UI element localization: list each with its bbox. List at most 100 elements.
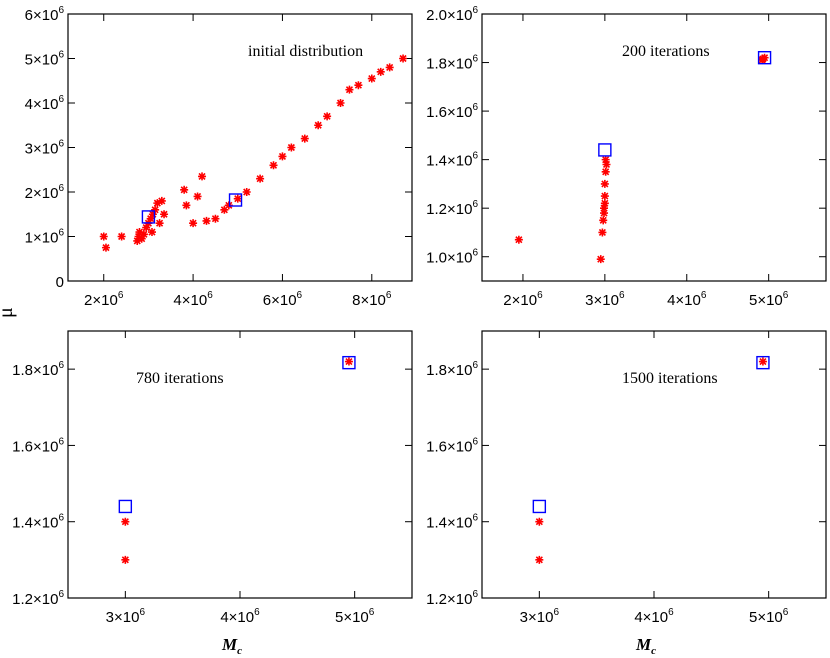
x-tick-label: 6×106 <box>263 290 303 309</box>
data-point-star <box>596 255 605 264</box>
y-tick-label: 0 <box>56 274 64 291</box>
data-point-square <box>141 210 156 224</box>
data-point-star <box>300 134 309 143</box>
data-point-star <box>535 517 544 526</box>
data-point-star <box>180 185 189 194</box>
data-point-star <box>99 232 108 241</box>
plot-frame <box>67 330 413 599</box>
x-tick-label: 4×106 <box>667 290 707 309</box>
data-point-star <box>133 236 142 245</box>
data-point-star <box>137 234 146 243</box>
data-point-star <box>142 223 151 232</box>
data-point-star <box>278 152 287 161</box>
x-tick-label: 8×106 <box>352 290 392 309</box>
y-tick-label: 1×106 <box>25 228 65 247</box>
y-tick-label: 1.2×106 <box>426 589 478 608</box>
data-point-star <box>758 54 767 63</box>
data-point-star <box>220 205 229 214</box>
data-point-square <box>342 355 356 370</box>
data-point-star <box>146 214 155 223</box>
y-tick-label: 2×106 <box>25 183 65 202</box>
data-point-star <box>242 188 251 196</box>
y-tick-label: 1.6×106 <box>426 436 478 455</box>
data-point-star <box>601 167 610 176</box>
data-point-square <box>756 355 770 370</box>
x-tick-label: 2×106 <box>84 290 124 309</box>
data-point-star <box>256 174 265 183</box>
data-point-star <box>376 67 385 76</box>
panel-annotation: 1500 iterations <box>622 370 718 387</box>
data-point-star <box>385 63 394 72</box>
data-point-star <box>345 85 354 94</box>
data-point-star <box>602 160 611 169</box>
data-point-star <box>600 209 609 218</box>
panel-annotation: initial distribution <box>248 43 363 60</box>
data-point-star <box>269 161 278 170</box>
data-point-star <box>233 194 242 203</box>
x-tick-label: 3×106 <box>520 607 560 626</box>
y-tick-label: 2.0×106 <box>426 5 478 24</box>
x-tick-label: 3×106 <box>585 290 625 309</box>
y-tick-label: 3×106 <box>25 139 65 158</box>
data-point-star <box>189 219 198 228</box>
data-point-square <box>757 50 772 65</box>
data-point-star <box>157 196 166 205</box>
data-point-star <box>336 99 345 107</box>
y-tick-label: 1.4×106 <box>426 513 478 532</box>
y-tick-label: 1.8×106 <box>426 360 478 379</box>
y-tick-label: 5×106 <box>25 50 65 69</box>
data-point-star <box>101 243 110 252</box>
data-point-star <box>367 74 376 83</box>
data-point-star <box>599 216 608 225</box>
data-point-star <box>155 219 164 228</box>
x-axis-label: Mc <box>635 635 656 657</box>
x-tick-label: 4×106 <box>173 290 213 309</box>
data-point-star <box>323 112 332 121</box>
data-point-star <box>193 192 202 201</box>
x-tick-label: 4×106 <box>634 607 674 626</box>
data-point-star <box>148 210 157 219</box>
panel-2: 2×106 3×106 4×106 5×106 1.0×106 1.2×106 1.4×10… <box>426 5 827 309</box>
data-point-star <box>224 201 233 210</box>
x-tick-label: 5×106 <box>749 607 789 626</box>
shared-y-axis-label: μ <box>0 307 17 318</box>
x-tick-label: 2×106 <box>503 290 543 309</box>
x-axis-label: Mc <box>221 635 242 657</box>
data-point-square <box>118 499 133 514</box>
x-tick-label: 5×106 <box>335 607 375 626</box>
data-point-square <box>532 499 547 514</box>
y-tick-label: 1.2×106 <box>12 589 64 608</box>
data-point-star <box>598 228 607 237</box>
y-tick-label: 1.8×106 <box>12 360 64 379</box>
data-point-star <box>600 179 609 188</box>
y-tick-label: 1.2×106 <box>426 199 478 218</box>
y-tick-label: 4×106 <box>25 94 65 113</box>
panel-4: 3×106 4×106 5×106 1.2×106 1.4×106 1.6×106 1.8×… <box>426 330 827 657</box>
data-point-star <box>139 230 148 239</box>
data-point-star <box>758 357 767 366</box>
data-point-star <box>354 81 363 90</box>
x-tick-label: 3×106 <box>106 607 146 626</box>
data-point-star <box>151 205 160 214</box>
panel-annotation: 780 iterations <box>136 370 224 387</box>
y-tick-label: 1.0×106 <box>426 248 478 267</box>
y-tick-label: 1.8×106 <box>426 54 478 73</box>
y-tick-label: 1.6×106 <box>426 102 478 121</box>
data-point-star <box>121 555 130 564</box>
y-tick-label: 6×106 <box>25 5 65 24</box>
x-tick-label: 4×106 <box>220 607 260 626</box>
plot-frame <box>481 13 827 282</box>
data-point-star <box>514 235 523 244</box>
data-point-star <box>399 54 408 63</box>
data-point-star <box>314 121 323 130</box>
data-point-star <box>160 210 169 219</box>
panel-1: 2×106 4×106 6×106 8×106 0 1×106 2×106 3×106 4×10… <box>25 5 413 309</box>
data-point-square <box>228 193 243 207</box>
x-tick-label: 5×106 <box>749 290 789 309</box>
data-point-star <box>202 216 211 225</box>
data-point-star <box>211 214 220 223</box>
panel-3: 3×106 4×106 5×106 1.2×106 1.4×106 1.6×106 1.8×… <box>12 330 413 657</box>
data-point-star <box>600 192 609 201</box>
data-point-star <box>153 199 162 208</box>
